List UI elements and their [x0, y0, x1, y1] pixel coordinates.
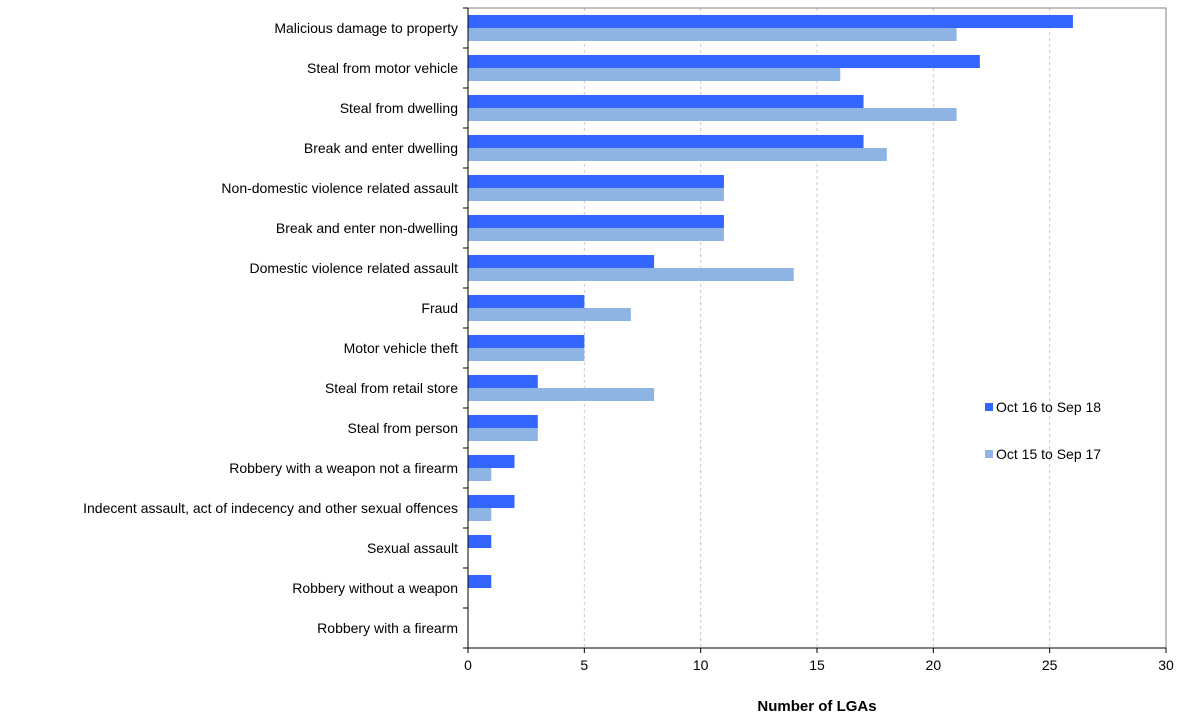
x-axis-title: Number of LGAs — [757, 698, 876, 715]
bar-steal-from-person-series-2 — [468, 428, 538, 441]
axes-layer — [463, 7, 1167, 653]
bar-domestic-violence-related-assault-series-2 — [468, 268, 794, 281]
bar-robbery-with-a-weapon-not-a-firearm-series-1 — [468, 455, 515, 468]
bar-fraud-series-1 — [468, 295, 585, 308]
category-label-domestic-violence-related-assault: Domestic violence related assault — [249, 260, 458, 276]
bar-robbery-with-a-weapon-not-a-firearm-series-2 — [468, 468, 492, 481]
bar-non-domestic-violence-related-assault-series-1 — [468, 175, 724, 188]
x-tick-label-30: 30 — [1158, 657, 1174, 673]
category-label-steal-from-dwelling: Steal from dwelling — [340, 100, 458, 116]
legend-swatch-series-1 — [985, 403, 993, 411]
category-labels: Malicious damage to property Steal from m… — [83, 20, 458, 636]
x-tick-label-15: 15 — [809, 657, 825, 673]
bar-motor-vehicle-theft-series-1 — [468, 335, 585, 348]
bar-non-domestic-violence-related-assault-series-2 — [468, 188, 724, 201]
legend: Oct 16 to Sep 18 Oct 15 to Sep 17 — [985, 399, 1101, 462]
x-tick-label-20: 20 — [926, 657, 942, 673]
category-label-motor-vehicle-theft: Motor vehicle theft — [344, 340, 458, 356]
bar-steal-from-person-series-1 — [468, 415, 538, 428]
bar-steal-from-dwelling-series-1 — [468, 95, 864, 108]
bar-break-and-enter-non-dwelling-series-1 — [468, 215, 724, 228]
bars-layer — [468, 15, 1073, 588]
category-label-break-and-enter-dwelling: Break and enter dwelling — [304, 140, 458, 156]
x-tick-labels: 0 5 10 15 20 25 30 — [464, 657, 1174, 673]
category-label-fraud: Fraud — [421, 300, 458, 316]
bar-sexual-assault-series-1 — [468, 535, 492, 548]
category-label-malicious-damage-to-property: Malicious damage to property — [274, 20, 458, 36]
x-tick-label-25: 25 — [1042, 657, 1058, 673]
bar-indecent-assault-act-of-indecency-and-other-sexual-offences-series-2 — [468, 508, 492, 521]
legend-label-series-1: Oct 16 to Sep 18 — [996, 399, 1101, 415]
bar-motor-vehicle-theft-series-2 — [468, 348, 585, 361]
bar-break-and-enter-dwelling-series-1 — [468, 135, 864, 148]
bar-robbery-without-a-weapon-series-1 — [468, 575, 492, 588]
category-label-break-and-enter-non-dwelling: Break and enter non-dwelling — [276, 220, 458, 236]
category-label-steal-from-motor-vehicle: Steal from motor vehicle — [307, 60, 458, 76]
category-label-robbery-with-a-weapon-not-a-firearm: Robbery with a weapon not a firearm — [229, 460, 458, 476]
bar-malicious-damage-to-property-series-2 — [468, 28, 957, 41]
bar-fraud-series-2 — [468, 308, 631, 321]
category-label-sexual-assault: Sexual assault — [367, 540, 458, 556]
bar-steal-from-retail-store-series-2 — [468, 388, 655, 401]
bar-steal-from-motor-vehicle-series-2 — [468, 68, 841, 81]
bar-break-and-enter-dwelling-series-2 — [468, 148, 887, 161]
bar-indecent-assault-act-of-indecency-and-other-sexual-offences-series-1 — [468, 495, 515, 508]
category-label-robbery-without-a-weapon: Robbery without a weapon — [292, 580, 458, 596]
category-label-non-domestic-violence-related-assault: Non-domestic violence related assault — [221, 180, 458, 196]
grid-layer — [583, 8, 1051, 648]
x-tick-label-0: 0 — [464, 657, 472, 673]
category-label-steal-from-person: Steal from person — [348, 420, 459, 436]
bar-malicious-damage-to-property-series-1 — [468, 15, 1073, 28]
bar-break-and-enter-non-dwelling-series-2 — [468, 228, 724, 241]
bar-steal-from-dwelling-series-2 — [468, 108, 957, 121]
bar-domestic-violence-related-assault-series-1 — [468, 255, 655, 268]
x-tick-label-10: 10 — [693, 657, 709, 673]
category-label-robbery-with-a-firearm: Robbery with a firearm — [317, 620, 458, 636]
x-tick-label-5: 5 — [580, 657, 588, 673]
bar-steal-from-retail-store-series-1 — [468, 375, 538, 388]
bar-steal-from-motor-vehicle-series-1 — [468, 55, 980, 68]
category-label-steal-from-retail-store: Steal from retail store — [325, 380, 458, 396]
legend-label-series-2: Oct 15 to Sep 17 — [996, 446, 1101, 462]
legend-swatch-series-2 — [985, 450, 993, 458]
category-label-indecent-assault-act-of-indecency-and-other-sexual-offences: Indecent assault, act of indecency and o… — [83, 500, 458, 516]
